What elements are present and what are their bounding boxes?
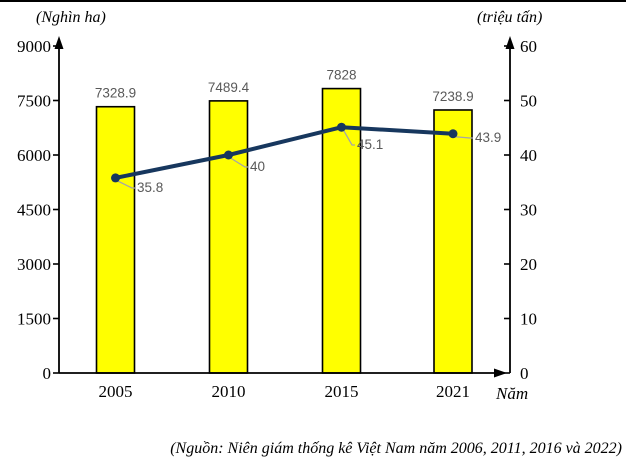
left-axis-tick-label: 1500 <box>17 310 51 329</box>
bar-2010 <box>208 100 249 374</box>
left-axis-tick-label: 3000 <box>17 255 51 274</box>
bar-value-label-2021: 7238.9 <box>432 89 473 104</box>
x-axis-arrow <box>494 368 507 378</box>
x-axis-category-label: 2005 <box>99 382 133 401</box>
x-axis-category-label: 2010 <box>212 382 246 401</box>
line-value-label-2005: 35.8 <box>137 180 163 195</box>
bar-value-label-2005: 7328.9 <box>95 86 136 101</box>
line-value-label-2015: 45.1 <box>357 137 383 152</box>
right-axis-tick-label: 20 <box>520 255 537 274</box>
line-marker-2015 <box>337 122 346 132</box>
leader-line <box>342 129 355 146</box>
top-border-line <box>0 0 626 2</box>
right-axis-tick-label: 50 <box>520 92 537 111</box>
left-axis-tick-label: 6000 <box>17 146 51 165</box>
left-axis-tick-label: 7500 <box>17 92 51 111</box>
bar-2021 <box>433 109 473 374</box>
right-axis-tick-label: 60 <box>520 37 537 56</box>
leader-line <box>230 157 248 168</box>
x-axis-title: Năm <box>496 384 529 403</box>
left-axis-tick-label: 4500 <box>17 201 51 220</box>
source-note: (Nguồn: Niên giám thống kê Việt Nam năm … <box>170 440 622 457</box>
right-axis-unit-label: (triệu tấn) <box>477 9 543 26</box>
right-axis-tick-label: 10 <box>520 310 537 329</box>
line-marker-2010 <box>224 150 233 160</box>
bar-value-label-2010: 7489.4 <box>208 80 250 95</box>
line-series <box>113 125 455 180</box>
left-axis-unit-label: (Nghìn ha) <box>36 9 106 26</box>
x-axis-category-label: 2021 <box>436 382 470 401</box>
bar-value-label-2015: 7828 <box>326 68 356 83</box>
line-value-label-2021: 43.9 <box>475 130 501 145</box>
line-value-label-2010: 40 <box>250 159 265 174</box>
x-axis-category-label: 2015 <box>325 382 359 401</box>
left-axis-arrow <box>54 36 64 49</box>
line-marker-2021 <box>448 129 458 139</box>
right-axis-tick-label: 0 <box>520 364 529 383</box>
left-axis-tick-label: 9000 <box>17 37 51 56</box>
bar-2005 <box>95 105 136 374</box>
right-axis-tick-label: 40 <box>520 146 537 165</box>
right-axis-tick-label: 30 <box>520 201 537 220</box>
left-axis-tick-label: 0 <box>43 364 52 383</box>
leader-line <box>454 136 473 139</box>
right-axis-arrow <box>505 36 515 49</box>
leader-line <box>117 180 135 189</box>
line-marker-2005 <box>111 173 120 183</box>
